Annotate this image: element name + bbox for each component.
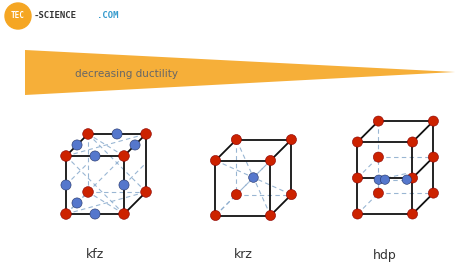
Circle shape	[265, 155, 275, 165]
Circle shape	[265, 210, 275, 221]
Circle shape	[286, 135, 296, 145]
Text: hdp: hdp	[373, 248, 397, 261]
Circle shape	[380, 175, 390, 184]
Circle shape	[141, 129, 151, 139]
Text: TEC: TEC	[11, 11, 25, 20]
Circle shape	[428, 116, 438, 126]
Circle shape	[118, 209, 129, 219]
Circle shape	[408, 173, 418, 183]
Circle shape	[408, 137, 418, 147]
Text: decreasing ductility: decreasing ductility	[75, 69, 178, 79]
Circle shape	[374, 152, 383, 162]
Circle shape	[402, 175, 411, 184]
Circle shape	[72, 140, 82, 150]
Circle shape	[408, 209, 418, 219]
Text: -SCIENCE: -SCIENCE	[34, 11, 76, 20]
Circle shape	[61, 209, 71, 219]
Circle shape	[119, 180, 129, 190]
Circle shape	[112, 129, 122, 139]
Polygon shape	[25, 50, 455, 95]
Circle shape	[374, 116, 383, 126]
Circle shape	[118, 151, 129, 161]
Text: kfz: kfz	[86, 248, 104, 261]
Circle shape	[353, 173, 363, 183]
Circle shape	[82, 129, 93, 139]
Circle shape	[231, 190, 241, 200]
Circle shape	[90, 209, 100, 219]
Circle shape	[249, 173, 258, 182]
Circle shape	[353, 209, 363, 219]
Circle shape	[61, 180, 71, 190]
Circle shape	[61, 151, 71, 161]
Circle shape	[82, 187, 93, 197]
Circle shape	[210, 210, 220, 221]
Circle shape	[130, 140, 140, 150]
Text: .COM: .COM	[97, 11, 118, 20]
Circle shape	[231, 135, 241, 145]
Circle shape	[374, 175, 383, 184]
Circle shape	[90, 151, 100, 161]
Circle shape	[353, 137, 363, 147]
Circle shape	[141, 187, 151, 197]
Circle shape	[428, 152, 438, 162]
Circle shape	[210, 155, 220, 165]
Circle shape	[286, 190, 296, 200]
Text: krz: krz	[234, 248, 253, 261]
Circle shape	[374, 188, 383, 198]
Circle shape	[428, 188, 438, 198]
Circle shape	[5, 3, 31, 29]
Circle shape	[72, 198, 82, 208]
